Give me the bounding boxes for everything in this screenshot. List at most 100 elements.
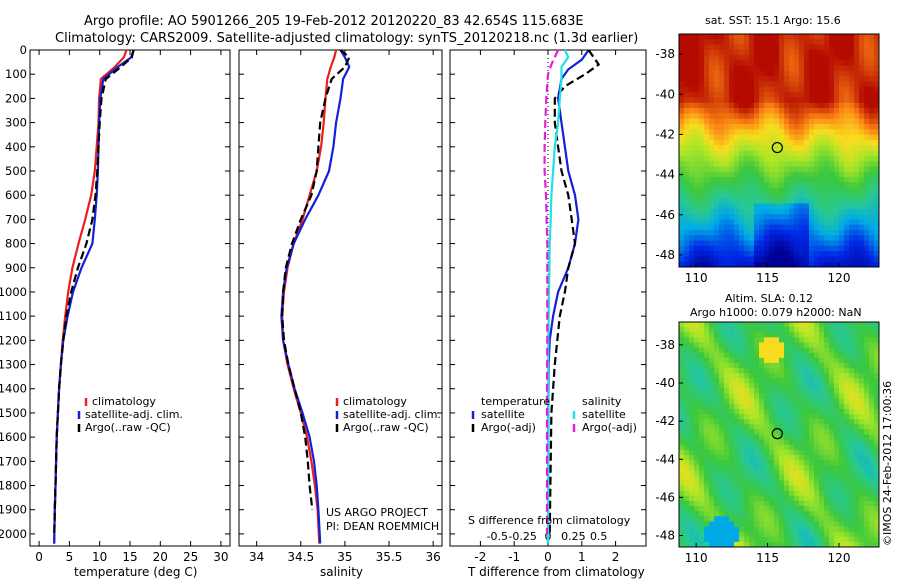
map-cell: [749, 113, 755, 120]
map-cell: [739, 161, 745, 167]
map-cell: [714, 150, 720, 157]
map-cell: [719, 161, 725, 167]
map-cell: [699, 86, 705, 93]
map-cell: [779, 129, 785, 136]
map-cell: [714, 229, 720, 236]
map-cell: [824, 429, 830, 435]
map-cell: [864, 81, 870, 88]
map-cell: [764, 229, 770, 236]
map-cell: [814, 203, 820, 210]
map-cell: [769, 108, 775, 114]
map-cell: [874, 240, 880, 247]
map-cell: [844, 383, 850, 389]
map-cell: [869, 251, 875, 257]
map-cell: [734, 419, 740, 425]
map-cell: [859, 429, 865, 435]
map-cell: [734, 337, 740, 343]
map-cell: [849, 357, 855, 364]
map-cell: [714, 134, 720, 141]
map-cell: [684, 373, 690, 379]
map-cell: [854, 166, 860, 173]
map-cell: [694, 187, 700, 194]
map-cell: [719, 44, 725, 51]
map-cell: [824, 60, 830, 67]
map-cell: [869, 176, 875, 183]
map-cell: [694, 419, 700, 425]
map-cell: [759, 60, 765, 67]
map-cell: [794, 49, 800, 56]
map-cell: [714, 434, 720, 441]
map-cell: [849, 516, 855, 522]
map-cell: [714, 118, 720, 125]
map-cell: [699, 444, 705, 451]
map-cell: [754, 357, 760, 364]
map-cell: [689, 322, 695, 328]
map-cell: [709, 150, 715, 157]
map-cell: [829, 408, 835, 415]
map-cell: [794, 460, 800, 466]
map-cell: [749, 187, 755, 194]
map-cell: [694, 485, 700, 492]
map-cell: [729, 393, 735, 400]
map-cell: [854, 102, 860, 109]
map-cell: [819, 506, 825, 512]
map-cell: [709, 49, 715, 56]
map-cell: [734, 108, 740, 114]
map-cell: [704, 192, 710, 199]
map-cell: [869, 322, 875, 328]
map-cell: [769, 134, 775, 141]
map-cell: [799, 424, 805, 430]
map-cell: [784, 327, 790, 333]
map-cell: [754, 434, 760, 441]
map-cell: [729, 500, 735, 507]
map-cell: [819, 71, 825, 77]
map-cell: [819, 256, 825, 263]
map-cell: [739, 44, 745, 51]
map-cell: [749, 419, 755, 425]
map-cell: [699, 383, 705, 389]
map-cell: [824, 134, 830, 141]
map-cell: [734, 240, 740, 247]
map-cell: [869, 150, 875, 157]
map-cell: [749, 49, 755, 56]
legend-label: Argo(-adj): [582, 421, 637, 434]
map-cell: [724, 388, 730, 394]
map-cell: [749, 134, 755, 141]
map-cell: [839, 145, 845, 151]
map-cell: [844, 408, 850, 415]
map-cell: [794, 475, 800, 481]
map-y-tick-label: -42: [655, 127, 675, 141]
map-cell: [779, 240, 785, 247]
map-cell: [769, 352, 775, 359]
map-cell: [739, 34, 745, 40]
map-cell: [789, 150, 795, 157]
map-cell: [679, 97, 685, 104]
map-cell: [784, 362, 790, 369]
map-cell: [834, 187, 840, 194]
map-cell: [754, 34, 760, 40]
map-cell: [734, 176, 740, 183]
map-cell: [714, 352, 720, 359]
map-cell: [869, 161, 875, 167]
map-cell: [814, 322, 820, 328]
map-cell: [839, 203, 845, 210]
map-cell: [779, 161, 785, 167]
map-cell: [714, 235, 720, 241]
map-cell: [744, 337, 750, 343]
map-cell: [814, 378, 820, 384]
map-cell: [749, 352, 755, 359]
map-cell: [729, 342, 735, 348]
map-cell: [694, 113, 700, 120]
map-cell: [829, 134, 835, 141]
map-cell: [709, 347, 715, 354]
map-cell: [709, 44, 715, 51]
map-cell: [874, 171, 880, 178]
map-cell: [679, 198, 685, 204]
map-cell: [724, 124, 730, 130]
map-cell: [714, 332, 720, 338]
map-cell: [744, 541, 750, 548]
map-cell: [809, 97, 815, 104]
map-cell: [859, 261, 865, 268]
map-cell: [769, 208, 775, 215]
map-cell: [859, 337, 865, 343]
